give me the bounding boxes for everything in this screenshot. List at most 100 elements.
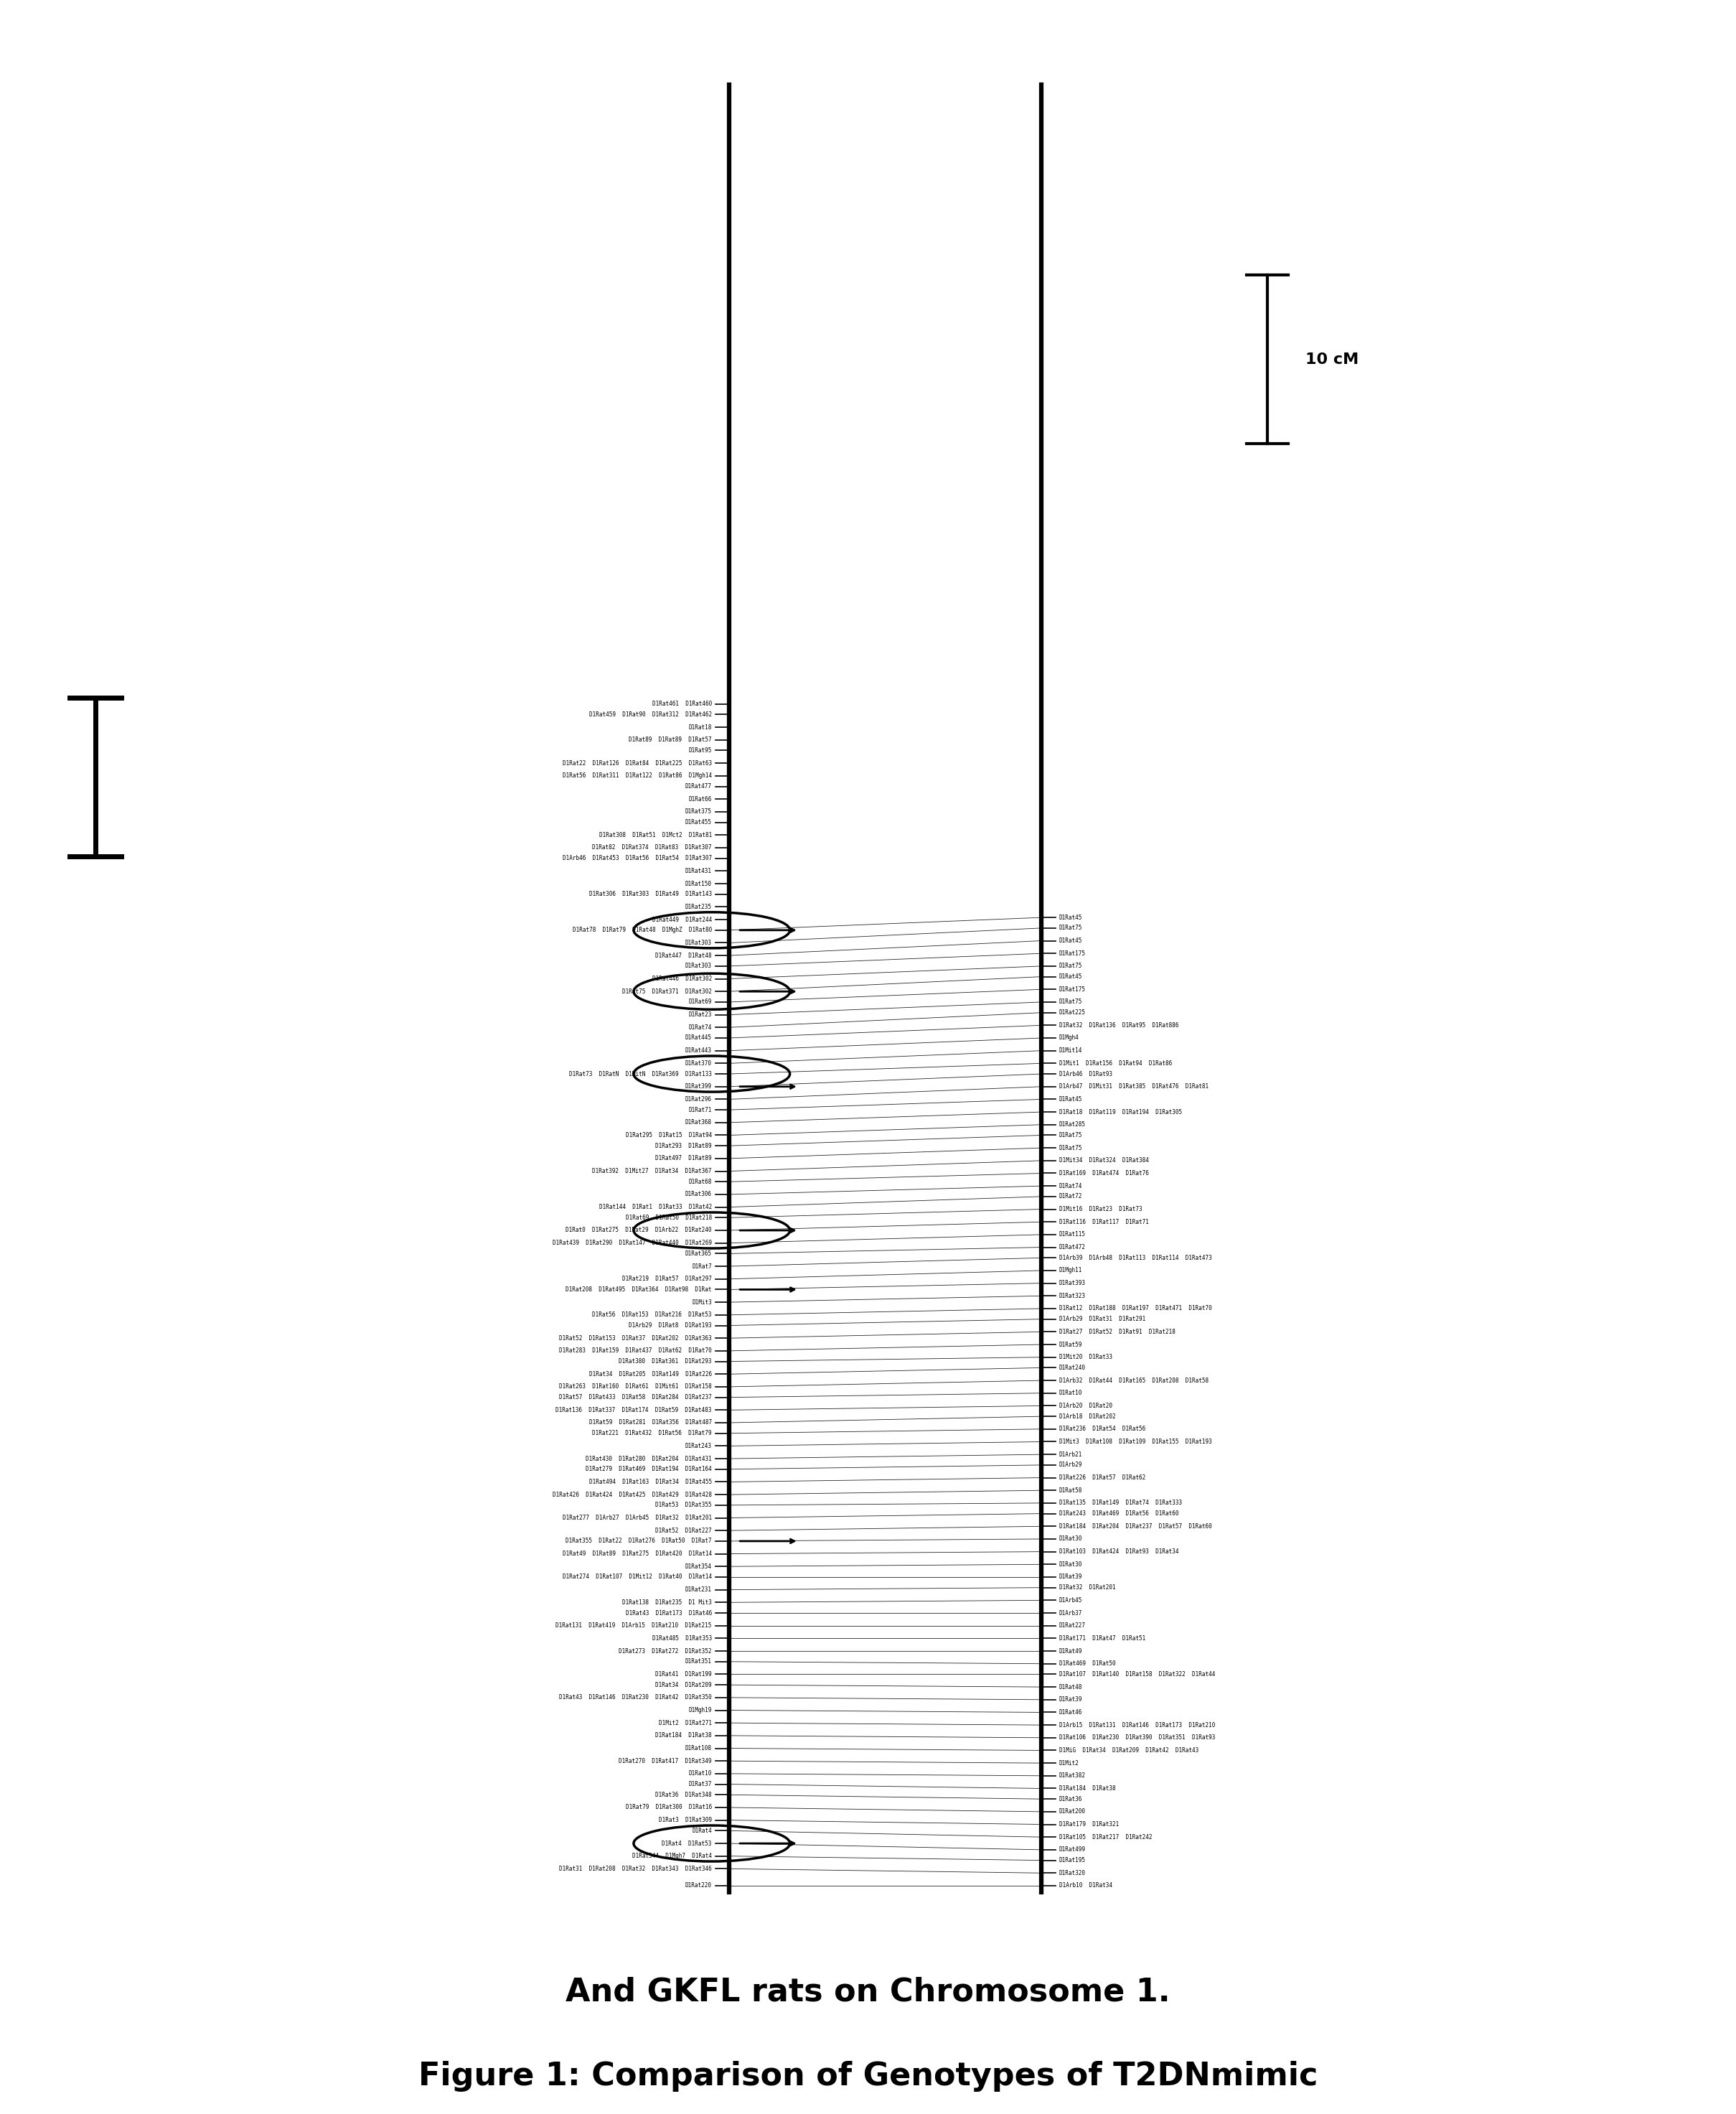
Text: D1Rat144  D1Rat1  D1Rat33  D1Rat42: D1Rat144 D1Rat1 D1Rat33 D1Rat42 [599, 1203, 712, 1211]
Text: D1Arb21: D1Arb21 [1059, 1450, 1082, 1459]
Text: D1Rat235: D1Rat235 [686, 903, 712, 911]
Text: D1Arb46  D1Rat93: D1Arb46 D1Rat93 [1059, 1070, 1113, 1078]
Text: D1Rat106  D1Rat230  D1Rat390  D1Rat351  D1Rat93: D1Rat106 D1Rat230 D1Rat390 D1Rat351 D1Ra… [1059, 1733, 1215, 1742]
Text: D1Rat45: D1Rat45 [1059, 1095, 1082, 1104]
Text: D1Arb32  D1Rat44  D1Rat165  D1Rat208  D1Rat58: D1Arb32 D1Rat44 D1Rat165 D1Rat208 D1Rat5… [1059, 1376, 1208, 1385]
Text: D1Arb18  D1Rat202: D1Arb18 D1Rat202 [1059, 1412, 1116, 1421]
Text: D1Rat472: D1Rat472 [1059, 1243, 1085, 1251]
Text: D1Rat23: D1Rat23 [689, 1010, 712, 1019]
Text: D1Rat79  D1Rat300  D1Rat16: D1Rat79 D1Rat300 D1Rat16 [625, 1803, 712, 1812]
Text: D1Rat221  D1Rat432  D1Rat56  D1Rat79: D1Rat221 D1Rat432 D1Rat56 D1Rat79 [592, 1429, 712, 1438]
Text: D1Rat56  D1Rat153  D1Rat216  D1Rat53: D1Rat56 D1Rat153 D1Rat216 D1Rat53 [592, 1311, 712, 1319]
Text: D1Rat78  D1Rat79  D1Rat48  D1MghZ  D1Rat80: D1Rat78 D1Rat79 D1Rat48 D1MghZ D1Rat80 [573, 926, 712, 934]
Text: D1Rat30: D1Rat30 [1059, 1560, 1082, 1569]
Text: D1Rat171  D1Rat47  D1Rat51: D1Rat171 D1Rat47 D1Rat51 [1059, 1634, 1146, 1643]
Text: D1Rat74: D1Rat74 [1059, 1182, 1082, 1190]
Text: D1Rat499: D1Rat499 [1059, 1846, 1085, 1854]
Text: D1Rat59: D1Rat59 [1059, 1340, 1082, 1349]
Text: D1Rat34  D1Rat209: D1Rat34 D1Rat209 [654, 1681, 712, 1689]
Text: D1Rat485  D1Rat353: D1Rat485 D1Rat353 [653, 1634, 712, 1643]
Text: D1Rat446  D1Rat302: D1Rat446 D1Rat302 [653, 975, 712, 983]
Text: D1Rat66: D1Rat66 [689, 795, 712, 803]
Text: D1Arb15  D1Rat131  D1Rat146  D1Rat173  D1Rat210: D1Arb15 D1Rat131 D1Rat146 D1Rat173 D1Rat… [1059, 1721, 1215, 1729]
Text: D1Arb37: D1Arb37 [1059, 1609, 1082, 1617]
Text: D1Rat32  D1Rat136  D1Rat95  D1Rat886: D1Rat32 D1Rat136 D1Rat95 D1Rat886 [1059, 1021, 1179, 1030]
Text: D1Rat7: D1Rat7 [693, 1262, 712, 1271]
Text: D1Rat295  D1Rat15  D1Rat94: D1Rat295 D1Rat15 D1Rat94 [625, 1131, 712, 1139]
Text: 10 cM: 10 cM [1305, 353, 1359, 366]
Text: D1Rat393: D1Rat393 [1059, 1279, 1085, 1287]
Text: D1Rat494  D1Rat163  D1Rat34  D1Rat455: D1Rat494 D1Rat163 D1Rat34 D1Rat455 [589, 1478, 712, 1486]
Text: D1Rat150: D1Rat150 [686, 879, 712, 888]
Text: D1Rat75: D1Rat75 [1059, 998, 1082, 1006]
Text: D1Rat274  D1Rat107  D1Mit12  D1Rat40  D1Rat14: D1Rat274 D1Rat107 D1Mit12 D1Rat40 D1Rat1… [562, 1573, 712, 1581]
Text: D1Rat31  D1Rat208  D1Rat32  D1Rat343  D1Rat346: D1Rat31 D1Rat208 D1Rat32 D1Rat343 D1Rat3… [559, 1865, 712, 1873]
Text: D1Rat263  D1Rat160  D1Rat61  D1Mit61  D1Rat158: D1Rat263 D1Rat160 D1Rat61 D1Mit61 D1Rat1… [559, 1383, 712, 1391]
Text: D1Rat459  D1Rat90  D1Rat312  D1Rat462: D1Rat459 D1Rat90 D1Rat312 D1Rat462 [589, 710, 712, 719]
Text: D1Rat399: D1Rat399 [686, 1082, 712, 1091]
Text: D1Rat243  D1Rat469  D1Rat56  D1Rat60: D1Rat243 D1Rat469 D1Rat56 D1Rat60 [1059, 1509, 1179, 1518]
Text: D1Rat220: D1Rat220 [686, 1881, 712, 1890]
Text: D1Rat208  D1Rat495  D1Rat364  D1Rat98  D1Rat: D1Rat208 D1Rat495 D1Rat364 D1Rat98 D1Rat [566, 1285, 712, 1294]
Text: D1Rat296: D1Rat296 [686, 1095, 712, 1104]
Text: D1Rat115: D1Rat115 [1059, 1230, 1085, 1239]
Text: D1Mit2: D1Mit2 [1059, 1759, 1078, 1767]
Text: D1Rat103  D1Rat424  D1Rat93  D1Rat34: D1Rat103 D1Rat424 D1Rat93 D1Rat34 [1059, 1547, 1179, 1556]
Text: D1Rat131  D1Rat419  D1Arb15  D1Rat210  D1Rat215: D1Rat131 D1Rat419 D1Arb15 D1Rat210 D1Rat… [556, 1621, 712, 1630]
Text: D1Rat497  D1Rat89: D1Rat497 D1Rat89 [654, 1154, 712, 1163]
Text: D1Rat45: D1Rat45 [1059, 972, 1082, 981]
Text: D1Rat270  D1Rat417  D1Rat349: D1Rat270 D1Rat417 D1Rat349 [618, 1757, 712, 1765]
Text: D1Rat43  D1Rat173  D1Rat46: D1Rat43 D1Rat173 D1Rat46 [625, 1609, 712, 1617]
Text: D1Rat52  D1Rat227: D1Rat52 D1Rat227 [654, 1526, 712, 1535]
Text: D1Rat179  D1Rat321: D1Rat179 D1Rat321 [1059, 1820, 1118, 1829]
Text: D1Rat75: D1Rat75 [1059, 962, 1082, 970]
Text: D1Arb46  D1Rat453  D1Rat56  D1Rat54  D1Rat307: D1Arb46 D1Rat453 D1Rat56 D1Rat54 D1Rat30… [562, 854, 712, 863]
Text: D1Rat355  D1Rat22  D1Rat276  D1Rat50  D1Rat7: D1Rat355 D1Rat22 D1Rat276 D1Rat50 D1Rat7 [566, 1537, 712, 1545]
Text: D1Rat351: D1Rat351 [686, 1657, 712, 1666]
Text: D1Mgh19: D1Mgh19 [689, 1706, 712, 1714]
Text: D1Rat37: D1Rat37 [689, 1780, 712, 1788]
Text: D1Rat43  D1Rat146  D1Rat230  D1Rat42  D1Rat350: D1Rat43 D1Rat146 D1Rat230 D1Rat42 D1Rat3… [559, 1693, 712, 1702]
Text: D1Rat12  D1Rat188  D1Rat197  D1Rat471  D1Rat70: D1Rat12 D1Rat188 D1Rat197 D1Rat471 D1Rat… [1059, 1304, 1212, 1313]
Text: D1Rat477: D1Rat477 [686, 782, 712, 791]
Text: D1Rat36: D1Rat36 [1059, 1795, 1082, 1803]
Text: D1Rat431: D1Rat431 [686, 867, 712, 875]
Text: D1Rat107  D1Rat140  D1Rat158  D1Rat322  D1Rat44: D1Rat107 D1Rat140 D1Rat158 D1Rat322 D1Ra… [1059, 1670, 1215, 1679]
Text: D1Rat75: D1Rat75 [1059, 1144, 1082, 1152]
Text: D1Rat227: D1Rat227 [1059, 1621, 1085, 1630]
Text: D1Arb20  D1Rat20: D1Arb20 D1Rat20 [1059, 1402, 1113, 1410]
Text: D1Rat45: D1Rat45 [1059, 937, 1082, 945]
Text: D1Rat73  D1RatN  D1MitN  D1Rat369  D1Rat133: D1Rat73 D1RatN D1MitN D1Rat369 D1Rat133 [569, 1070, 712, 1078]
Text: D1Rat285: D1Rat285 [1059, 1120, 1085, 1129]
Text: D1Rat184  D1Rat38: D1Rat184 D1Rat38 [654, 1731, 712, 1740]
Text: D1Rat273  D1Rat272  D1Rat352: D1Rat273 D1Rat272 D1Rat352 [618, 1647, 712, 1655]
Text: D1Rat34  D1Rat205  D1Rat149  D1Rat226: D1Rat34 D1Rat205 D1Rat149 D1Rat226 [589, 1370, 712, 1378]
Text: D1Rat426  D1Rat424  D1Rat425  D1Rat429  D1Rat428: D1Rat426 D1Rat424 D1Rat425 D1Rat429 D1Ra… [552, 1490, 712, 1499]
Text: D1Rat344  D1Mgh7  D1Rat4: D1Rat344 D1Mgh7 D1Rat4 [632, 1852, 712, 1860]
Text: D1Mit34  D1Rat324  D1Rat384: D1Mit34 D1Rat324 D1Rat384 [1059, 1156, 1149, 1165]
Text: D1Arb47  D1Mit31  D1Rat385  D1Rat476  D1Rat81: D1Arb47 D1Mit31 D1Rat385 D1Rat476 D1Rat8… [1059, 1082, 1208, 1091]
Text: D1Rat95: D1Rat95 [689, 746, 712, 755]
Text: D1Rat75: D1Rat75 [1059, 924, 1082, 932]
Text: D1Rat136  D1Rat337  D1Rat174  D1Rat59  D1Rat483: D1Rat136 D1Rat337 D1Rat174 D1Rat59 D1Rat… [556, 1406, 712, 1414]
Text: D1Rat368: D1Rat368 [686, 1118, 712, 1127]
Text: D1Mit2  D1Rat271: D1Mit2 D1Rat271 [658, 1719, 712, 1727]
Text: D1Rat57  D1Rat433  D1Rat58  D1Rat284  D1Rat237: D1Rat57 D1Rat433 D1Rat58 D1Rat284 D1Rat2… [559, 1393, 712, 1402]
Text: D1Rat72: D1Rat72 [1059, 1192, 1082, 1201]
Text: D1Rat392  D1Mit27  D1Rat34  D1Rat367: D1Rat392 D1Mit27 D1Rat34 D1Rat367 [592, 1167, 712, 1175]
Text: D1Rat277  D1Arb27  D1Arb45  D1Rat32  D1Rat201: D1Rat277 D1Arb27 D1Arb45 D1Rat32 D1Rat20… [562, 1514, 712, 1522]
Text: D1Rat69: D1Rat69 [689, 998, 712, 1006]
Text: D1Rat48: D1Rat48 [1059, 1683, 1082, 1691]
Text: D1Rat320: D1Rat320 [1059, 1869, 1085, 1877]
Text: D1Mit20  D1Rat33: D1Mit20 D1Rat33 [1059, 1353, 1113, 1361]
Text: D1Rat116  D1Rat117  D1Rat71: D1Rat116 D1Rat117 D1Rat71 [1059, 1218, 1149, 1226]
Text: D1Rat0  D1Rat275  D1Rat29  D1Arb22  D1Rat240: D1Rat0 D1Rat275 D1Rat29 D1Arb22 D1Rat240 [566, 1226, 712, 1235]
Text: D1Rat105  D1Rat217  D1Rat242: D1Rat105 D1Rat217 D1Rat242 [1059, 1833, 1153, 1841]
Text: D1Rat10: D1Rat10 [689, 1769, 712, 1778]
Text: D1Arb29: D1Arb29 [1059, 1461, 1082, 1469]
Text: D1Rat184  D1Rat38: D1Rat184 D1Rat38 [1059, 1784, 1116, 1793]
Text: D1Rat75: D1Rat75 [1059, 1131, 1082, 1139]
Text: D1Rat74: D1Rat74 [689, 1023, 712, 1032]
Text: D1Rat18  D1Rat119  D1Rat194  D1Rat305: D1Rat18 D1Rat119 D1Rat194 D1Rat305 [1059, 1108, 1182, 1116]
Text: D1Arb39  D1Arb48  D1Rat113  D1Rat114  D1Rat473: D1Arb39 D1Arb48 D1Rat113 D1Rat114 D1Rat4… [1059, 1254, 1212, 1262]
